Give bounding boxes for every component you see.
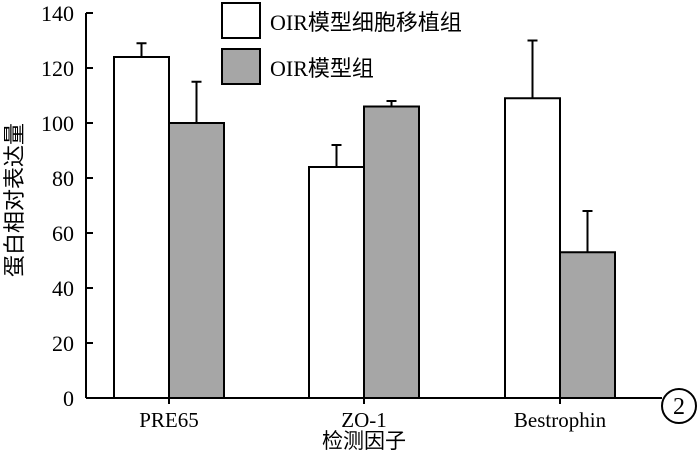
y-axis-label: 蛋白相对表达量: [2, 123, 27, 277]
bar: [504, 97, 561, 399]
legend-swatch: [221, 2, 261, 39]
y-tick-label: 20: [52, 331, 74, 356]
error-bars: [136, 39, 593, 253]
legend-label: OIR模型组: [270, 56, 374, 81]
x-tick-label: PRE65: [139, 408, 199, 432]
panel-label: 2: [661, 388, 697, 424]
bar: [363, 105, 420, 399]
bar: [559, 251, 616, 399]
bar: [308, 166, 365, 399]
bar: [113, 56, 170, 399]
y-tick-label: 0: [63, 386, 74, 411]
legend-label: OIR模型细胞移植组: [270, 10, 462, 35]
panel-label-circle: [661, 388, 697, 424]
x-tick-label: ZO-1: [341, 408, 387, 432]
x-axis-label: 检测因子: [322, 429, 406, 453]
y-tick-label: 100: [41, 111, 74, 136]
y-tick-label: 140: [41, 1, 74, 26]
legend-swatch: [221, 48, 261, 85]
y-tick-label: 60: [52, 221, 74, 246]
x-tick-label: Bestrophin: [514, 408, 607, 432]
panel-label-text: 2: [673, 394, 685, 420]
legend: OIR模型细胞移植组 OIR模型组: [221, 2, 462, 85]
bar: [168, 122, 225, 399]
axes: 0 20 40 60 80 100 120 140 PRE65 ZO-1 Bestrophin: [41, 1, 662, 432]
bars: [113, 56, 616, 399]
y-tick-label: 40: [52, 276, 74, 301]
y-tick-label: 120: [41, 56, 74, 81]
y-tick-label: 80: [52, 166, 74, 191]
